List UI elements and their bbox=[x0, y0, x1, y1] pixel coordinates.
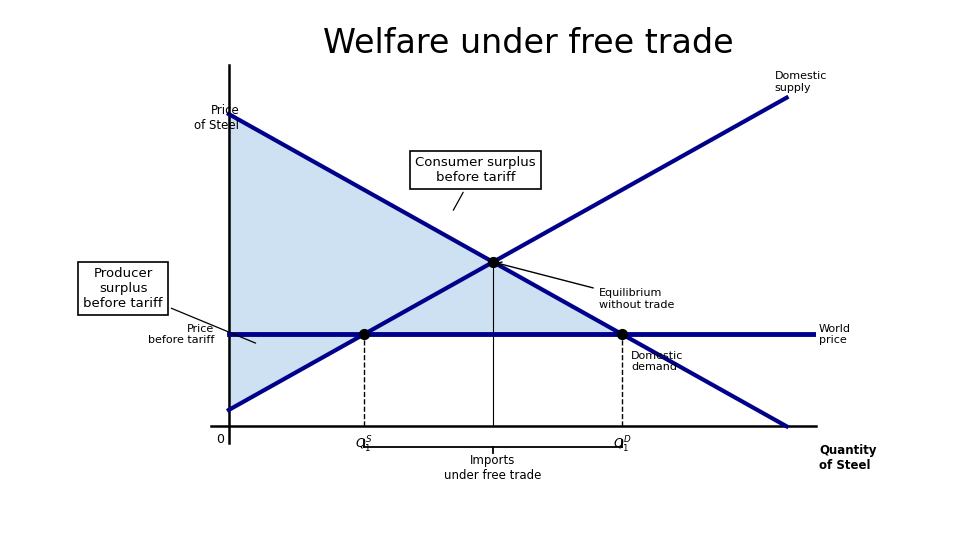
Text: Domestic
demand: Domestic demand bbox=[631, 351, 684, 373]
Text: Equilibrium
without trade: Equilibrium without trade bbox=[497, 262, 674, 310]
Text: Consumer surplus
before tariff: Consumer surplus before tariff bbox=[415, 156, 536, 210]
Text: $Q_1^S$: $Q_1^S$ bbox=[355, 435, 372, 455]
Point bbox=[614, 330, 630, 339]
Text: Quantity
of Steel: Quantity of Steel bbox=[819, 444, 876, 472]
Text: Price
before tariff: Price before tariff bbox=[148, 323, 214, 345]
Text: World
price: World price bbox=[819, 323, 851, 345]
Text: Domestic
supply: Domestic supply bbox=[775, 71, 828, 93]
Text: $Q_1^D$: $Q_1^D$ bbox=[612, 435, 632, 455]
Text: Price
of Steel: Price of Steel bbox=[194, 104, 239, 132]
Text: Producer
surplus
before tariff: Producer surplus before tariff bbox=[84, 267, 255, 343]
Text: 0: 0 bbox=[216, 433, 224, 446]
Text: Imports
under free trade: Imports under free trade bbox=[444, 454, 541, 482]
Point bbox=[486, 258, 501, 266]
Point bbox=[356, 330, 372, 339]
Text: Welfare under free trade: Welfare under free trade bbox=[323, 27, 733, 60]
Polygon shape bbox=[228, 114, 622, 410]
